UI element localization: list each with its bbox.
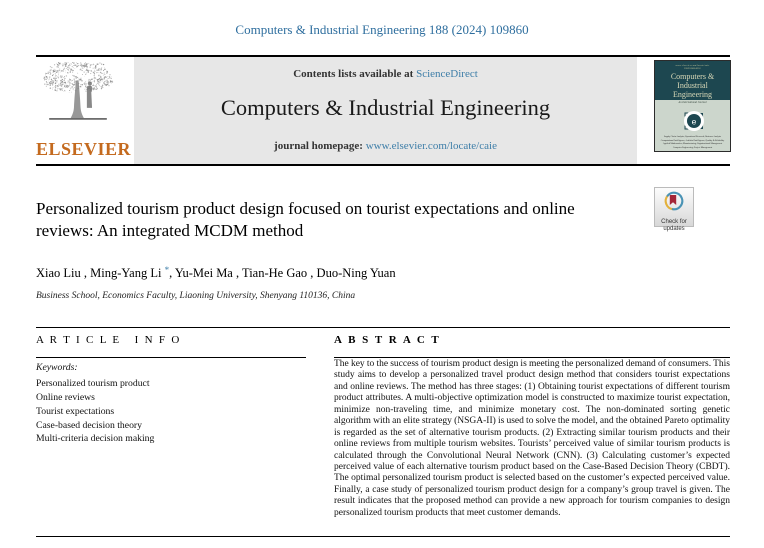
svg-text:e: e (692, 117, 697, 127)
